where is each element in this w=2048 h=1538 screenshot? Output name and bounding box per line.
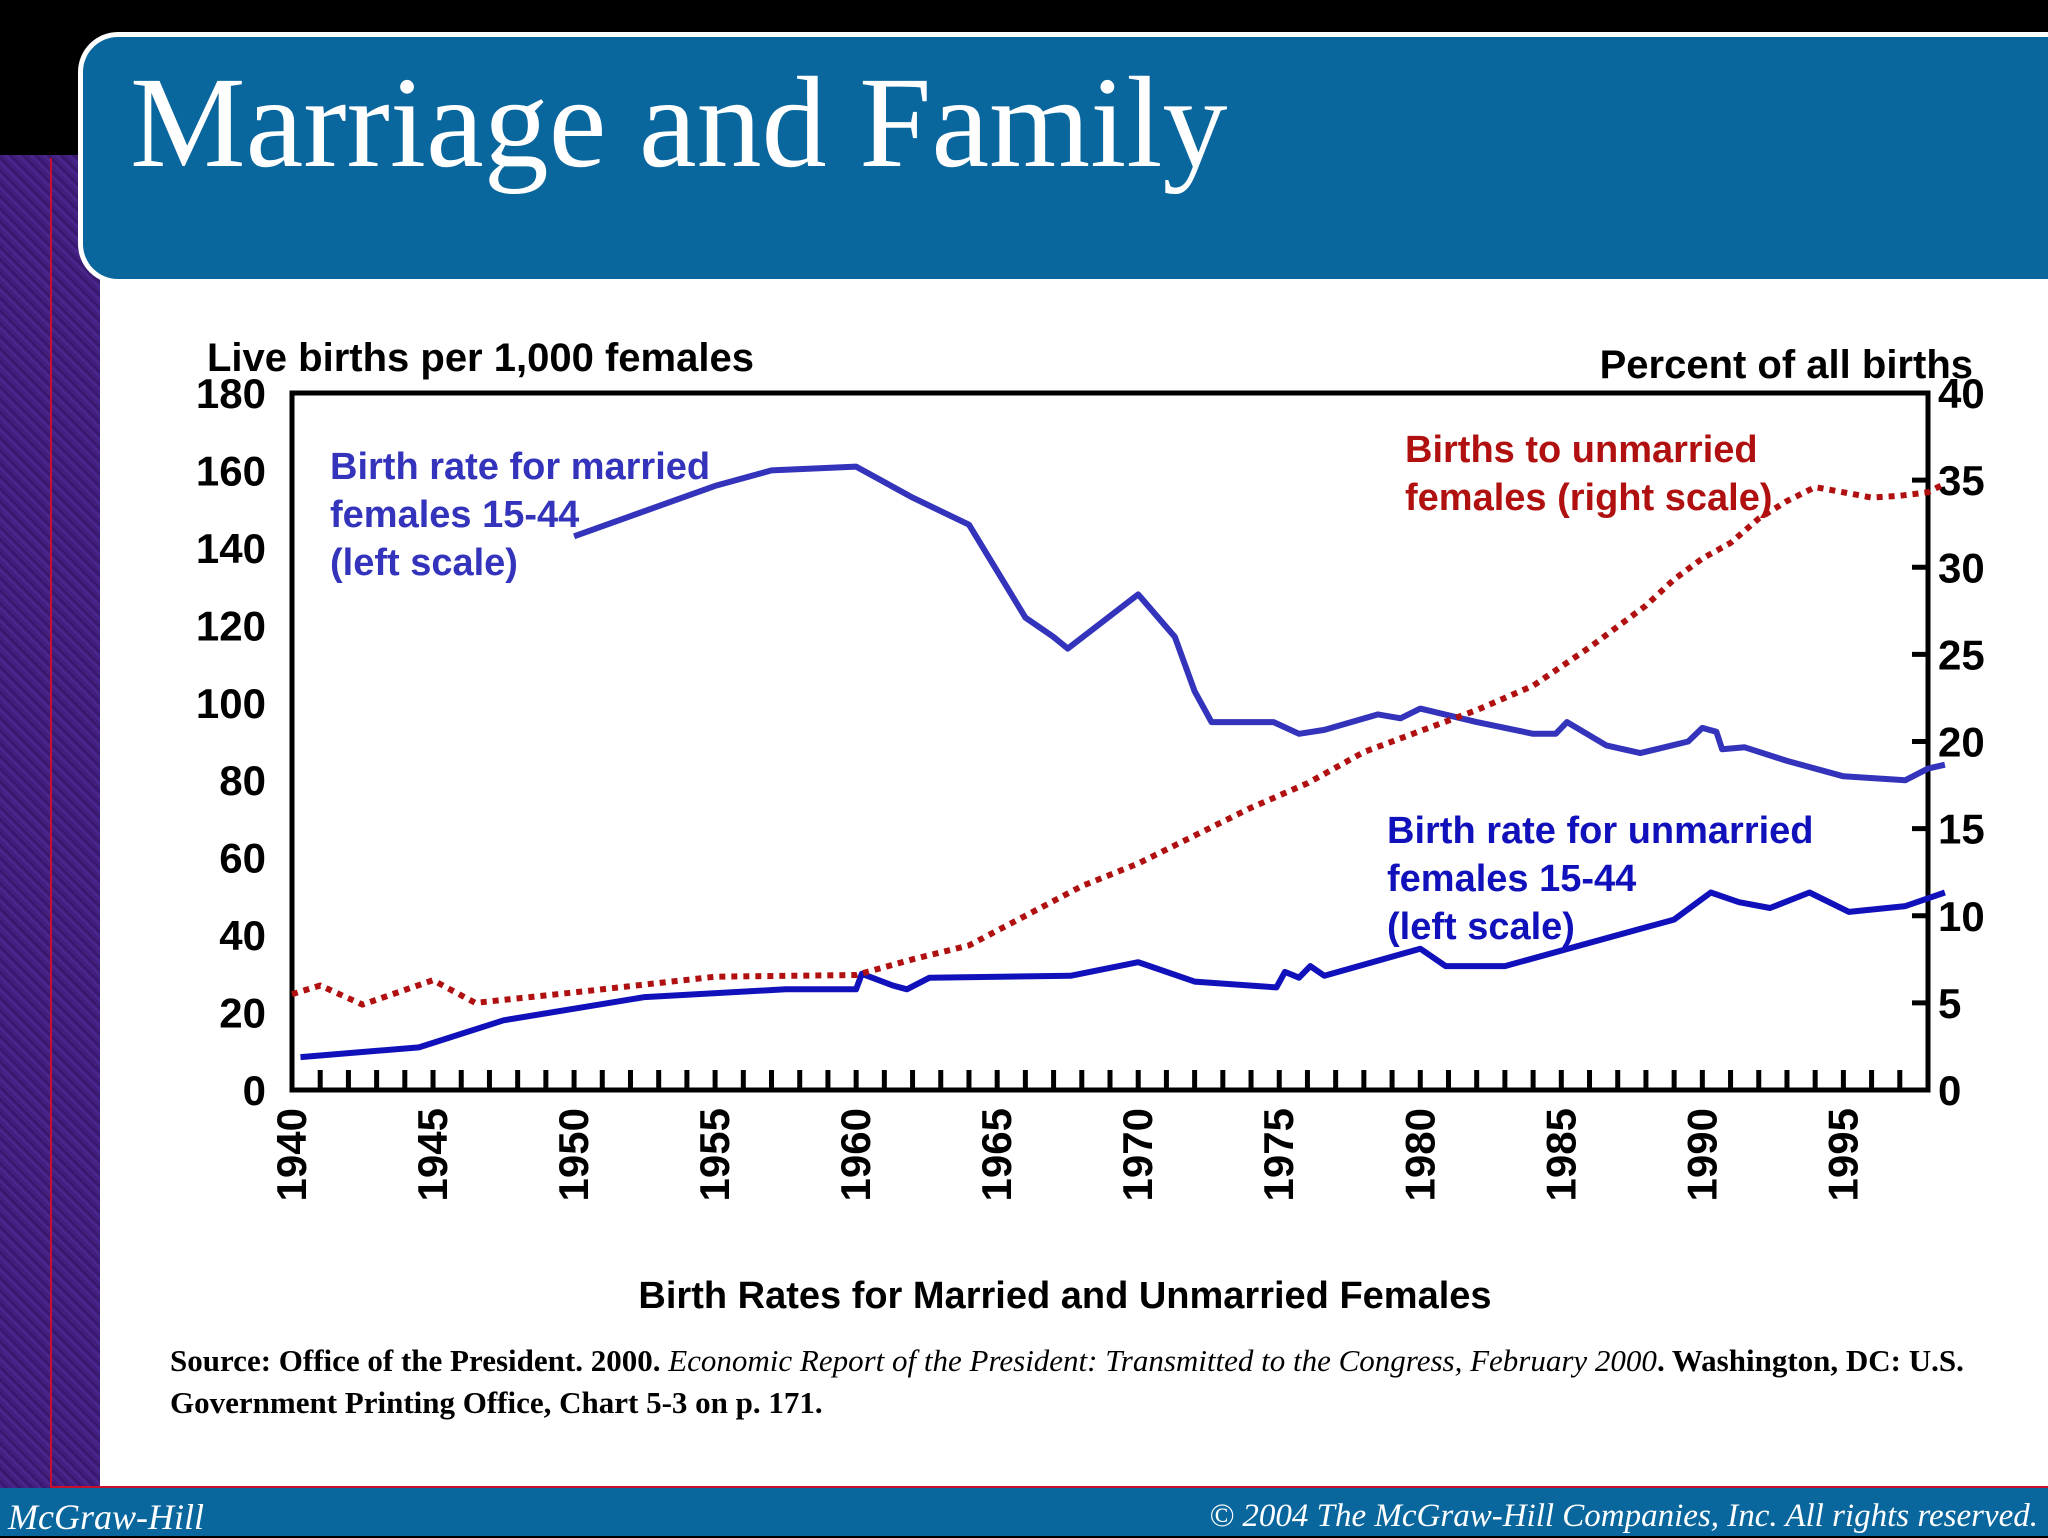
copyright-notice: © 2004 The McGraw-Hill Companies, Inc. A…: [1209, 1498, 2038, 1534]
right-tick-label: 10: [1938, 893, 1985, 940]
x-tick-label: 1965: [973, 1108, 1020, 1201]
left-tick-label: 80: [219, 757, 266, 804]
right-tick-label: 20: [1938, 719, 1985, 766]
series-label-0: females 15-44: [330, 494, 579, 536]
left-tick-label: 180: [196, 370, 266, 417]
title-bar: [78, 32, 2048, 284]
x-tick-label: 1960: [832, 1108, 879, 1201]
left-tick-label: 120: [196, 602, 266, 649]
series-label-1: females 15-44: [1387, 858, 1636, 900]
right-tick-label: 0: [1938, 1067, 1961, 1114]
series-label-1: (left scale): [1387, 906, 1575, 948]
x-tick-label: 1950: [550, 1108, 597, 1201]
series-line-0: [573, 463, 1946, 784]
left-tick-label: 40: [219, 912, 266, 959]
series-line-1: [300, 889, 1946, 1061]
left-tick-label: 140: [196, 525, 266, 572]
footer-bar: McGraw-Hill © 2004 The McGraw-Hill Compa…: [0, 1488, 2048, 1537]
right-axis-title: Percent of all births: [1600, 343, 1973, 387]
series-label-0: (left scale): [330, 542, 518, 584]
source-title: Economic Report of the President: Transm…: [668, 1343, 1657, 1378]
left-axis-title: Live births per 1,000 females: [207, 336, 754, 380]
x-tick-label: 1985: [1537, 1108, 1584, 1201]
publisher-name: McGraw-Hill: [8, 1497, 204, 1537]
x-tick-label: 1990: [1678, 1108, 1725, 1201]
source-suffix: . Washington, DC: U.S. Government Printi…: [170, 1343, 1964, 1420]
series-label-2: Births to unmarried: [1405, 429, 1758, 471]
x-tick-label: 1945: [409, 1108, 456, 1201]
side-texture: [0, 155, 110, 1490]
chart-axes: 0 20 40 60 80 100 120 140 160 180 0 5 10 15 20 25 30 35 40…: [196, 336, 1985, 1201]
x-tick-label: 1955: [691, 1108, 738, 1201]
source-prefix: Source: Office of the President. 2000.: [170, 1343, 669, 1378]
left-tick-label: 100: [196, 680, 266, 727]
left-tick-label: 20: [219, 990, 266, 1037]
x-tick-label: 1980: [1396, 1108, 1443, 1201]
source-citation: Source: Office of the President. 2000. E…: [170, 1340, 2010, 1424]
x-tick-label: 1940: [268, 1108, 315, 1201]
series-label-0: Birth rate for married: [330, 446, 710, 488]
right-tick-label: 30: [1938, 544, 1985, 591]
right-tick-label: 40: [1938, 370, 1985, 417]
series-line-2: [291, 480, 1947, 1008]
right-tick-label: 25: [1938, 631, 1985, 678]
series-label-1: Birth rate for unmarried: [1387, 810, 1814, 852]
series-label-2: females (right scale): [1405, 477, 1772, 519]
x-tick-label: 1975: [1255, 1108, 1302, 1201]
right-tick-label: 5: [1938, 980, 1961, 1027]
chart-caption: Birth Rates for Married and Unmarried Fe…: [638, 1275, 1492, 1317]
right-tick-label: 15: [1938, 806, 1985, 853]
x-tick-label: 1995: [1819, 1108, 1866, 1201]
right-tick-label: 35: [1938, 457, 1985, 504]
x-tick-label: 1970: [1114, 1108, 1161, 1201]
chart-labels: Birth rate for married females 15-44 (left…: [330, 429, 1814, 948]
left-tick-label: 0: [243, 1067, 266, 1114]
chart-series: [291, 463, 1947, 1061]
slide-title: Marriage and Family: [130, 51, 1228, 195]
left-tick-label: 60: [219, 835, 266, 882]
slide-body: [100, 280, 2048, 1490]
left-tick-label: 160: [196, 447, 266, 494]
